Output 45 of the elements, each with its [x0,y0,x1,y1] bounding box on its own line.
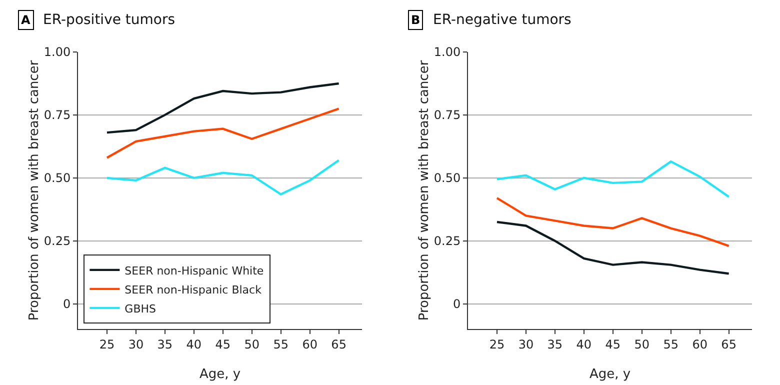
x-tick-label: 65 [331,337,346,352]
x-tick-label: 45 [215,337,231,352]
legend-label: SEER non-Hispanic Black [124,283,262,296]
chart-title: ER-positive tumors [43,12,176,28]
x-tick-label: 30 [518,337,534,352]
line-series [106,159,340,196]
text: B [411,13,420,27]
y-tick-label: 1.00 [434,45,461,60]
x-axis-title: Age, y [199,367,241,382]
line-series [496,196,730,247]
x-tick-label: 60 [302,337,318,352]
y-tick-label: 0.25 [434,234,461,248]
y-tick-label: 0 [62,297,71,312]
y-axis-title: Proportion of women with breast cancer [416,60,432,321]
line-series [496,220,730,275]
x-tick-label: 50 [634,337,650,352]
y-tick-label: 1.00 [44,45,71,60]
x-tick-label: 45 [605,337,621,352]
y-axis-title: Proportion of women with breast cancer [26,60,42,321]
x-tick-label: 40 [186,337,202,352]
x-tick-label: 55 [663,337,678,352]
chart-title: ER-negative tumors [433,12,572,28]
x-tick-label: 65 [721,337,736,352]
x-tick-label: 40 [576,337,592,352]
x-tick-label: 35 [157,337,173,352]
y-tick-label: 0.25 [44,234,71,248]
y-tick-label: 0.50 [434,171,461,186]
y-tick-label: 0.75 [44,108,71,122]
x-tick-label: 55 [273,337,288,352]
line-series [106,108,340,159]
legend-label: SEER non-Hispanic White [124,264,264,278]
x-tick-label: 25 [99,337,115,352]
text: A [21,13,31,27]
legend-label: GBHS [124,302,156,316]
line-series [106,82,340,134]
x-tick-label: 30 [128,337,144,352]
y-tick-label: 0 [452,297,461,312]
line-series [496,160,730,198]
x-tick-label: 35 [547,337,563,352]
y-tick-label: 0.75 [434,108,461,122]
x-axis-title: Age, y [589,367,631,382]
y-tick-label: 0.50 [44,171,71,186]
x-tick-label: 50 [244,337,260,352]
x-tick-label: 25 [489,337,505,352]
x-tick-label: 60 [692,337,708,352]
